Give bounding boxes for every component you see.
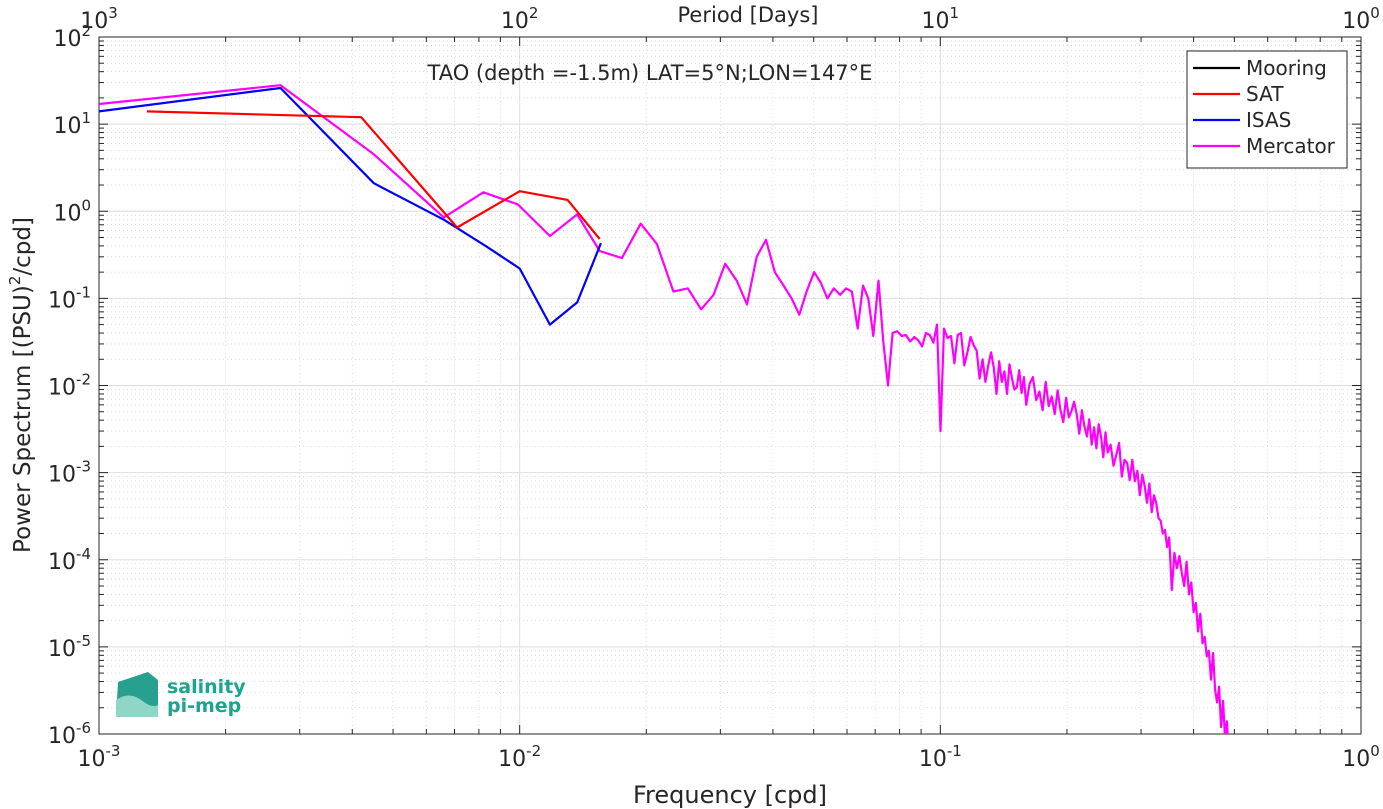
x-axis-label: Frequency [cpd] — [633, 781, 827, 809]
y-tick-exp: -1 — [76, 283, 91, 301]
series-line-mercator — [99, 84, 1229, 734]
x-tick-exp: -2 — [526, 742, 541, 760]
logo-line2: pi-mep — [167, 695, 241, 717]
series-layer — [99, 84, 1229, 734]
top-tick-base: 10 — [1342, 9, 1370, 34]
top-tick-label: 103 — [80, 4, 118, 34]
y-tick-exp: 2 — [81, 22, 91, 40]
x-tick-base: 10 — [919, 747, 947, 772]
top-tick-exp: 2 — [529, 4, 539, 22]
legend-label-sat: SAT — [1246, 82, 1284, 106]
grid — [98, 36, 1362, 735]
y-tick-exp: -5 — [76, 632, 91, 650]
y-tick-label: 10-3 — [48, 458, 91, 488]
x-tick-label: 10-3 — [78, 742, 121, 772]
legend-label-isas: ISAS — [1246, 108, 1291, 132]
y-tick-label: 10-4 — [48, 545, 91, 575]
top-tick-exp: 1 — [950, 4, 960, 22]
y-tick-exp: -3 — [76, 458, 91, 476]
y-tick-label: 100 — [53, 196, 91, 226]
x-tick-base: 10 — [78, 747, 106, 772]
y-tick-label: 10-6 — [48, 719, 91, 749]
y-tick-base: 10 — [53, 27, 81, 52]
y-tick-label: 10-5 — [48, 632, 91, 662]
x-tick-label: 100 — [1342, 742, 1380, 772]
y-tick-base: 10 — [48, 376, 76, 401]
series-line-isas — [99, 86, 602, 326]
y-tick-base: 10 — [48, 637, 76, 662]
y-tick-exp: 0 — [81, 196, 91, 214]
y-axis-label-exponent: 2 — [6, 276, 24, 286]
y-tick-base: 10 — [53, 201, 81, 226]
top-tick-base: 10 — [922, 9, 950, 34]
x-tick-base: 10 — [498, 747, 526, 772]
logo-line1: salinity — [167, 676, 246, 698]
legend-label-mercator: Mercator — [1246, 134, 1336, 158]
y-tick-label: 10-2 — [48, 371, 91, 401]
y-axis-label-main: Power Spectrum [(PSU) — [10, 285, 36, 553]
x-tick-exp: 0 — [1370, 742, 1380, 760]
x-tick-label: 10-2 — [498, 742, 541, 772]
y-tick-label: 10-1 — [48, 283, 91, 313]
y-axis-label: Power Spectrum [(PSU)2/cpd] — [6, 217, 36, 553]
y-tick-base: 10 — [53, 114, 81, 139]
legend-box — [1186, 50, 1348, 169]
top-tick-exp: 3 — [108, 4, 118, 22]
y-tick-exp: -6 — [76, 719, 91, 737]
y-tick-exp: 1 — [81, 109, 91, 127]
top-axis-label: Period [Days] — [678, 3, 819, 27]
y-tick-exp: -2 — [76, 371, 91, 389]
top-tick-label: 102 — [501, 4, 539, 34]
x-tick-exp: -1 — [947, 742, 962, 760]
top-tick-base: 10 — [80, 9, 108, 34]
y-tick-label: 102 — [53, 22, 91, 52]
top-tick-label: 100 — [1342, 4, 1380, 34]
x-tick-base: 10 — [1342, 747, 1370, 772]
top-tick-label: 101 — [922, 4, 960, 34]
top-tick-base: 10 — [501, 9, 529, 34]
y-tick-base: 10 — [48, 550, 76, 575]
logo-wave-icon-light — [116, 695, 158, 717]
top-tick-exp: 0 — [1370, 4, 1380, 22]
salinity-pi-mep-logo: salinity pi-mep — [116, 672, 246, 717]
y-tick-base: 10 — [48, 288, 76, 313]
y-tick-exp: -4 — [76, 545, 91, 563]
y-tick-label: 101 — [53, 109, 91, 139]
y-tick-base: 10 — [48, 463, 76, 488]
x-tick-exp: -3 — [106, 742, 121, 760]
axis-ticks — [98, 36, 1362, 735]
legend-label-mooring: Mooring — [1246, 56, 1327, 80]
y-tick-base: 10 — [48, 724, 76, 749]
y-axis-label-tail: /cpd] — [10, 217, 36, 276]
chart-title: TAO (depth =-1.5m) LAT=5°N;LON=147°E — [427, 61, 873, 85]
series-line-sat — [146, 110, 601, 240]
x-tick-label: 10-1 — [919, 742, 962, 772]
